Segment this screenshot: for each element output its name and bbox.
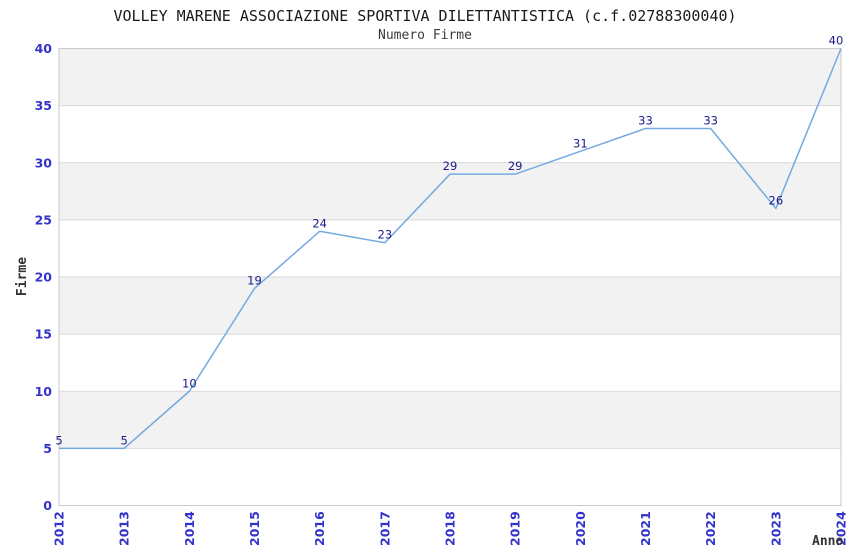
data-label: 23 <box>378 228 393 242</box>
grid-band <box>59 48 841 106</box>
x-tick-label: 2013 <box>117 511 132 546</box>
chart-subtitle: Numero Firme <box>378 28 472 43</box>
chart-title: VOLLEY MARENE ASSOCIAZIONE SPORTIVA DILE… <box>113 7 737 25</box>
x-tick-label: 2020 <box>573 511 588 546</box>
plot-border <box>58 48 842 506</box>
y-tick-label: 5 <box>43 441 52 456</box>
y-tick-label: 25 <box>35 212 52 227</box>
data-label: 19 <box>247 273 262 287</box>
data-label: 26 <box>769 193 784 207</box>
x-axis-title: Anno <box>812 534 844 549</box>
grid-band <box>59 162 841 220</box>
data-label: 33 <box>703 113 718 127</box>
x-tick-label: 2023 <box>768 511 783 546</box>
grid-band <box>59 277 841 335</box>
series-line <box>59 48 842 450</box>
data-label: 29 <box>508 159 523 173</box>
data-label: 10 <box>182 376 197 390</box>
y-tick-label: 40 <box>35 41 53 56</box>
x-tick-label: 2015 <box>247 511 262 546</box>
x-tick-label: 2018 <box>443 511 458 546</box>
data-label: 24 <box>312 216 327 230</box>
data-label: 29 <box>443 159 458 173</box>
y-tick-label: 35 <box>35 98 52 113</box>
grid-band <box>59 391 841 449</box>
x-tick-label: 2024 <box>834 511 849 546</box>
x-tick-label: 2017 <box>377 511 392 546</box>
y-tick-label: 0 <box>43 498 52 513</box>
data-label: 5 <box>121 433 128 447</box>
y-tick-label: 15 <box>35 327 52 342</box>
x-tick-label: 2012 <box>52 511 67 546</box>
x-tick-label: 2022 <box>703 511 718 546</box>
data-label: 31 <box>573 136 588 150</box>
x-tick-label: 2019 <box>508 511 523 546</box>
data-label: 5 <box>55 433 62 447</box>
x-tick-label: 2021 <box>638 511 653 546</box>
data-label: 33 <box>638 113 653 127</box>
x-tick-label: 2016 <box>312 511 327 546</box>
x-tick-label: 2014 <box>182 511 197 546</box>
y-tick-label: 10 <box>35 384 53 399</box>
y-tick-label: 30 <box>35 155 53 170</box>
y-tick-label: 20 <box>35 270 53 285</box>
data-label: 40 <box>829 34 844 48</box>
